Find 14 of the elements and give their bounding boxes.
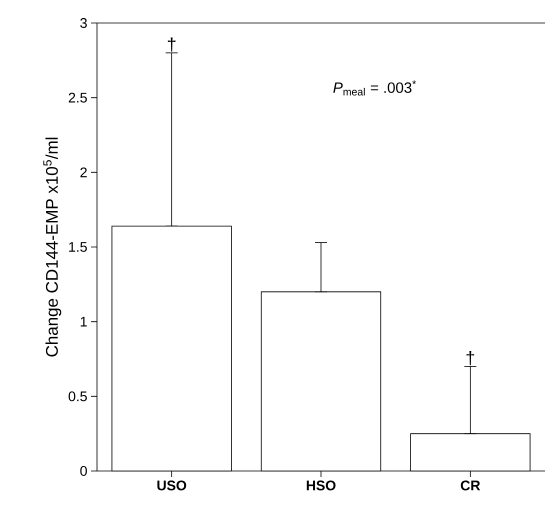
y-tick-label: 0 — [80, 466, 87, 476]
annotation: † — [168, 37, 176, 52]
y-tick-label: 0.5 — [68, 391, 87, 402]
x-tick-label: CR — [460, 480, 480, 490]
x-tick-label: HSO — [306, 480, 336, 490]
y-tick-label: 1 — [80, 316, 87, 326]
annotation: † — [466, 351, 474, 366]
x-tick-label: USO — [157, 480, 186, 490]
y-tick-label: 1.5 — [69, 242, 87, 252]
annotation: P$_{meal}$ = .003$^{*}$ — [333, 80, 416, 96]
y-axis-title: Change CD144-EMP x10$^{5}$/ml — [43, 138, 62, 357]
y-tick-label: 2 — [80, 167, 87, 178]
y-tick-label: 3 — [80, 18, 87, 28]
y-tick-label: 2.5 — [68, 92, 87, 103]
